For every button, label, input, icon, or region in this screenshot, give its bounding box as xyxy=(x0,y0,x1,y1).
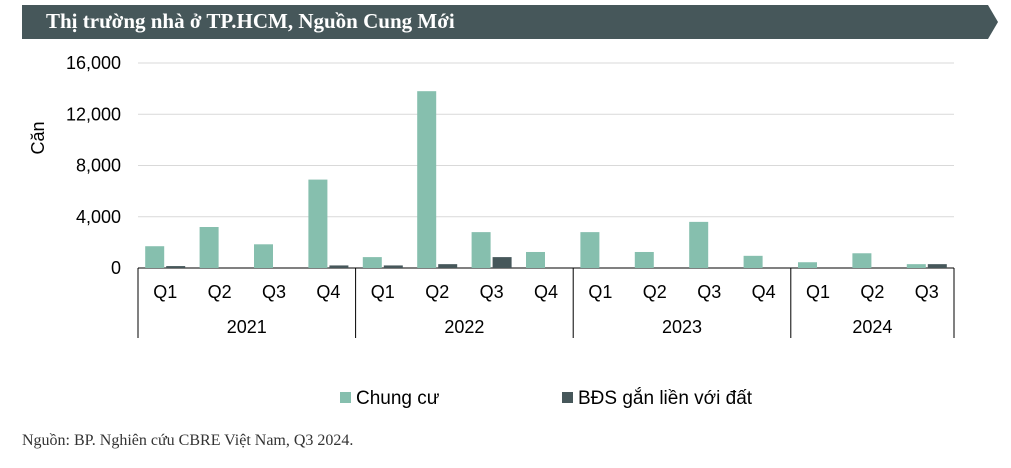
x-tick-label: Q4 xyxy=(316,282,340,302)
x-group-label: 2023 xyxy=(662,317,702,337)
bar-chung-cu xyxy=(634,251,654,268)
x-tick-label: Q3 xyxy=(697,282,721,302)
y-tick-label: 12,000 xyxy=(66,104,121,124)
bar-chung-cu xyxy=(254,244,273,268)
chart-title: Thị trường nhà ở TP.HCM, Nguồn Cung Mới xyxy=(46,9,455,33)
bar-bds-gan-lien-voi-dat xyxy=(383,265,403,268)
source-note: Nguồn: BP. Nghiên cứu CBRE Việt Nam, Q3 … xyxy=(22,432,354,449)
bar-bds-gan-lien-voi-dat xyxy=(166,266,186,268)
bar-bds-gan-lien-voi-dat xyxy=(927,264,947,268)
x-tick-label: Q2 xyxy=(425,282,449,302)
bar-chung-cu xyxy=(743,255,763,268)
x-group-label: 2024 xyxy=(852,317,892,337)
bar-bds-gan-lien-voi-dat xyxy=(492,257,512,268)
legend-label: BĐS gắn liền với đất xyxy=(578,387,753,409)
x-tick-label: Q3 xyxy=(480,282,504,302)
bar-chung-cu xyxy=(308,179,328,268)
x-tick-label: Q1 xyxy=(806,282,830,302)
legend-swatch-bds xyxy=(562,392,573,403)
x-tick-label: Q1 xyxy=(371,282,395,302)
x-group-label: 2022 xyxy=(444,317,484,337)
x-tick-label: Q4 xyxy=(752,282,776,302)
bar-chung-cu xyxy=(417,91,437,268)
bar-chung-cu xyxy=(689,221,709,268)
bar-chung-cu xyxy=(526,251,545,268)
bar-chung-cu xyxy=(145,246,165,268)
y-tick-label: 8,000 xyxy=(76,156,121,176)
bar-chung-cu xyxy=(798,262,817,268)
x-tick-label: Q4 xyxy=(534,282,558,302)
x-group-label: 2021 xyxy=(227,317,267,337)
x-tick-label: Q2 xyxy=(208,282,232,302)
title-banner: Thị trường nhà ở TP.HCM, Nguồn Cung Mới xyxy=(22,5,998,39)
x-tick-label: Q3 xyxy=(915,282,939,302)
y-tick-label: 4,000 xyxy=(76,207,121,227)
legend-swatch-chung-cu xyxy=(340,392,351,403)
title-banner-background xyxy=(22,5,998,39)
bar-chung-cu xyxy=(199,227,219,268)
bar-chung-cu xyxy=(580,232,600,268)
bar-chung-cu xyxy=(906,264,926,268)
bar-chung-cu xyxy=(362,257,382,268)
bar-bds-gan-lien-voi-dat xyxy=(329,265,349,268)
y-tick-label: 16,000 xyxy=(66,53,121,73)
bar-chung-cu xyxy=(852,253,872,268)
x-tick-label: Q2 xyxy=(643,282,667,302)
legend-label: Chung cư xyxy=(356,388,440,409)
bar-chart: 0 4,000 8,000 12,000 16,000 Căn Q1 Q2 Q3 Q4 2021 Q1… xyxy=(28,53,955,409)
y-axis-label: Căn xyxy=(28,121,48,154)
x-tick-label: Q1 xyxy=(588,282,612,302)
bar-chung-cu xyxy=(471,232,491,268)
bar-bds-gan-lien-voi-dat xyxy=(438,264,458,268)
x-tick-label: Q1 xyxy=(153,282,177,302)
y-tick-label: 0 xyxy=(111,258,121,278)
x-tick-label: Q2 xyxy=(860,282,884,302)
x-tick-label: Q3 xyxy=(262,282,286,302)
